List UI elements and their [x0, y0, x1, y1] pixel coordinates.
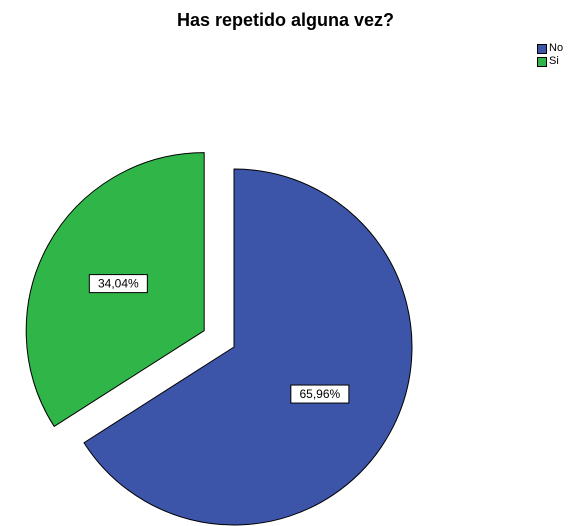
legend-swatch-no: [537, 43, 547, 54]
legend-item-si: Si: [537, 55, 563, 68]
chart-legend: No Si: [537, 42, 563, 68]
legend-label-no: No: [549, 42, 564, 54]
legend-item-no: No: [537, 42, 563, 55]
slice-label-no: 65,96%: [290, 384, 350, 404]
pie-slice-no: [83, 168, 413, 526]
slice-label-si: 34,04%: [88, 274, 148, 294]
legend-swatch-si: [537, 56, 547, 67]
chart-title: Has repetido alguna vez?: [176, 10, 395, 30]
legend-label-si: Si: [549, 55, 559, 67]
slice-label-text-no: 65,96%: [299, 387, 340, 401]
slice-label-text-si: 34,04%: [98, 277, 139, 291]
slice-label-box-si: [88, 274, 148, 294]
slice-label-box-no: [290, 384, 350, 404]
